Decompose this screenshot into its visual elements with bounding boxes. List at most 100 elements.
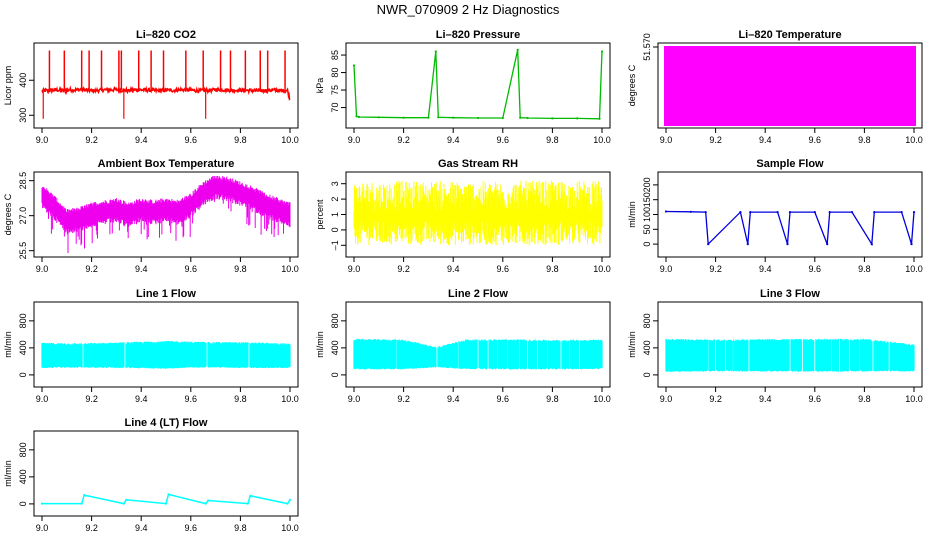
x-tick-label: 9.2 — [85, 523, 98, 533]
chart-title: Line 1 Flow — [136, 288, 196, 300]
x-tick-label: 9.4 — [447, 135, 460, 145]
data-point — [452, 116, 455, 119]
y-tick-label: 300 — [18, 108, 28, 123]
data-point — [746, 243, 749, 246]
data-point — [40, 502, 44, 505]
x-tick-label: 9.8 — [858, 135, 871, 145]
x-tick-label: 10.0 — [593, 264, 611, 274]
data-point — [357, 115, 361, 119]
series-line — [665, 210, 915, 247]
data-point — [125, 498, 128, 501]
data-point — [813, 211, 816, 214]
y-tick-label: 800 — [18, 442, 28, 457]
y-axis-label: percent — [315, 199, 325, 230]
chart-title: Li–820 CO2 — [136, 29, 196, 41]
y-axis-label: kPa — [315, 78, 325, 94]
data-point — [707, 243, 710, 246]
data-point — [122, 502, 125, 505]
x-tick-label: 9.8 — [546, 394, 559, 404]
data-point — [689, 210, 692, 213]
data-point — [516, 48, 519, 51]
x-tick-label: 9.8 — [858, 264, 871, 274]
data-point — [437, 116, 440, 119]
x-tick-label: 9.4 — [759, 264, 772, 274]
y-tick-label: –1 — [330, 240, 340, 250]
y-axis-label: ml/min — [3, 460, 13, 487]
x-tick-label: 9.2 — [397, 135, 410, 145]
data-point — [600, 50, 604, 53]
x-tick-label: 9.8 — [234, 523, 247, 533]
x-tick-label: 9.0 — [348, 264, 361, 274]
y-axis-label: ml/min — [3, 331, 13, 358]
y-tick-label: 800 — [330, 313, 340, 328]
x-tick-label: 9.2 — [709, 264, 722, 274]
data-point — [828, 211, 831, 214]
x-tick-label: 9.4 — [447, 264, 460, 274]
x-tick-label: 9.4 — [447, 394, 460, 404]
y-tick-label: 3 — [330, 181, 340, 186]
data-point — [164, 502, 168, 505]
y-tick-label: 400 — [18, 469, 28, 484]
x-tick-label: 9.0 — [348, 135, 361, 145]
plot-frame — [345, 42, 611, 129]
x-tick-label: 9.2 — [397, 394, 410, 404]
y-tick-label: 70 — [330, 103, 340, 113]
y-tick-label: 100 — [642, 207, 652, 222]
x-tick-label: 10.0 — [281, 264, 299, 274]
y-tick-label: 25.5 — [18, 242, 28, 260]
plot-frame — [33, 42, 299, 129]
x-tick-label: 9.0 — [36, 135, 49, 145]
x-tick-label: 9.4 — [135, 394, 148, 404]
data-point — [207, 499, 210, 502]
data-point — [739, 211, 742, 214]
x-tick-label: 9.4 — [135, 135, 148, 145]
x-tick-label: 9.6 — [809, 394, 822, 404]
data-point — [352, 64, 356, 67]
x-tick-label: 9.6 — [809, 264, 822, 274]
y-tick-label: 0 — [18, 501, 28, 506]
data-point — [80, 502, 83, 505]
chart-panel-7: Line 1 Flow 9.0 9.2 9.4 9.6 9.8 10.0 0 400 800 ml/… — [3, 288, 299, 404]
data-point — [249, 494, 252, 497]
y-tick-label: 0 — [330, 372, 340, 377]
data-point — [786, 243, 789, 246]
x-tick-label: 10.0 — [281, 135, 299, 145]
y-tick-label: 150 — [642, 192, 652, 207]
data-point — [355, 115, 358, 118]
x-tick-label: 9.0 — [36, 264, 49, 274]
x-tick-label: 9.8 — [546, 135, 559, 145]
x-tick-label: 9.2 — [709, 135, 722, 145]
y-tick-label: 80 — [330, 68, 340, 78]
y-tick-label: 400 — [642, 340, 652, 355]
chart-panel-1: Li–820 CO2 9.0 9.2 9.4 9.6 9.8 10.0 300 400 Licor… — [3, 29, 299, 145]
y-tick-label: 85 — [330, 50, 340, 60]
chart-title: Line 2 Flow — [448, 288, 508, 300]
x-tick-label: 9.2 — [397, 264, 410, 274]
x-tick-label: 9.6 — [185, 394, 198, 404]
data-point — [286, 502, 289, 505]
data-point — [434, 50, 437, 53]
y-tick-label: 800 — [642, 313, 652, 328]
data-point — [776, 211, 779, 214]
x-tick-label: 9.2 — [85, 264, 98, 274]
chart-title: Gas Stream RH — [438, 158, 518, 170]
y-tick-label: 0 — [330, 227, 340, 232]
data-point — [501, 116, 504, 120]
data-point — [598, 117, 601, 120]
y-axis-label: degrees C — [627, 64, 637, 106]
chart-panel-4: Ambient Box Temperature 9.0 9.2 9.4 9.6 9.8 10… — [3, 158, 299, 274]
x-tick-label: 9.0 — [660, 135, 673, 145]
y-axis-label: ml/min — [315, 331, 325, 358]
x-tick-label: 9.2 — [85, 135, 98, 145]
data-point — [476, 116, 480, 120]
x-tick-label: 9.0 — [660, 394, 673, 404]
y-tick-label: 2 — [330, 197, 340, 202]
temperature-fill-area — [664, 46, 916, 126]
y-tick-label: 800 — [18, 313, 28, 328]
chart-title: Line 4 (LT) Flow — [125, 417, 208, 429]
y-tick-label: 28.5 — [18, 172, 28, 190]
x-tick-label: 9.4 — [759, 394, 772, 404]
chart-title: Li–820 Temperature — [738, 29, 841, 41]
